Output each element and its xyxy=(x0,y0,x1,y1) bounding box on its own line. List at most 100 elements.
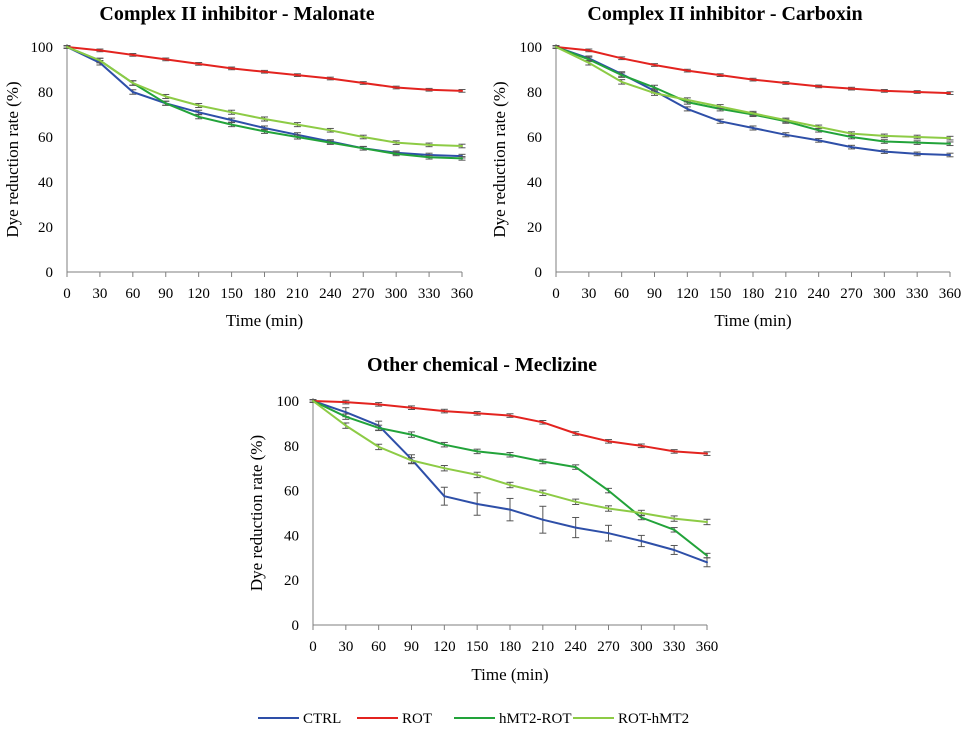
x-tick-label: 150 xyxy=(709,286,732,302)
data-point xyxy=(164,102,167,105)
x-tick-label: 360 xyxy=(939,286,962,302)
data-point xyxy=(410,459,413,462)
data-point xyxy=(686,107,689,110)
y-tick-label: 20 xyxy=(527,220,542,236)
data-point xyxy=(66,46,68,48)
series-line-ctrl xyxy=(555,46,951,156)
x-tick-label: 330 xyxy=(418,286,441,302)
data-point xyxy=(131,53,134,56)
data-point xyxy=(817,125,820,128)
x-tick-label: 60 xyxy=(125,286,140,302)
legend-label-rot-hmt2: ROT-hMT2 xyxy=(618,711,689,727)
x-tick-label: 360 xyxy=(451,286,474,302)
x-tick-label: 210 xyxy=(775,286,798,302)
data-point xyxy=(98,59,101,62)
x-tick-label: 30 xyxy=(338,639,353,655)
chart-title: Other chemical - Meclizine xyxy=(367,354,597,376)
data-point xyxy=(461,145,463,147)
x-tick-label: 150 xyxy=(220,286,243,302)
y-tick-label: 80 xyxy=(38,85,53,101)
data-point xyxy=(377,403,380,406)
data-point xyxy=(916,91,919,93)
x-axis-label: Time (min) xyxy=(714,311,791,330)
data-point xyxy=(587,58,590,61)
x-tick-label: 0 xyxy=(63,286,71,302)
x-tick-label: 300 xyxy=(873,286,896,302)
y-tick-label: 20 xyxy=(284,573,299,589)
data-point xyxy=(784,133,787,136)
x-tick-label: 270 xyxy=(352,286,375,302)
x-axis-label: Time (min) xyxy=(471,665,548,684)
series-rot-hmt2 xyxy=(63,45,466,149)
x-tick-label: 120 xyxy=(433,639,456,655)
series-ctrl xyxy=(63,45,466,159)
data-point xyxy=(817,129,820,132)
data-point xyxy=(197,115,200,118)
data-point xyxy=(555,46,557,48)
data-point xyxy=(719,105,722,108)
x-tick-label: 270 xyxy=(840,286,863,302)
y-tick-label: 40 xyxy=(38,175,53,191)
data-point xyxy=(509,484,511,486)
data-point xyxy=(428,156,431,159)
data-point xyxy=(461,89,463,92)
data-point xyxy=(541,460,544,463)
data-point xyxy=(640,516,643,519)
data-point xyxy=(410,433,413,436)
data-point xyxy=(230,123,233,126)
data-point xyxy=(329,129,332,132)
data-point xyxy=(640,444,643,447)
x-tick-label: 240 xyxy=(319,286,342,302)
data-point xyxy=(850,146,853,149)
data-point xyxy=(673,450,676,453)
data-point xyxy=(620,74,623,77)
data-point xyxy=(197,104,200,107)
data-point xyxy=(574,466,577,469)
data-point xyxy=(296,74,299,77)
data-point xyxy=(752,127,754,129)
data-point xyxy=(296,123,299,126)
x-tick-label: 240 xyxy=(807,286,830,302)
data-point xyxy=(706,554,708,557)
x-tick-label: 120 xyxy=(676,286,699,302)
series-line-rot-hmt2 xyxy=(555,46,951,140)
data-point xyxy=(410,406,413,409)
data-point xyxy=(784,82,787,84)
legend-label-ctrl: CTRL xyxy=(303,711,341,727)
x-tick-label: 270 xyxy=(597,639,620,655)
x-tick-label: 210 xyxy=(532,639,555,655)
data-point xyxy=(509,453,511,456)
data-point xyxy=(230,119,233,122)
y-tick-label: 80 xyxy=(527,85,542,101)
data-point xyxy=(197,62,200,65)
data-point xyxy=(344,401,347,404)
x-tick-label: 180 xyxy=(253,286,276,302)
series-line-hmt2-rot xyxy=(312,400,708,557)
y-tick-label: 100 xyxy=(520,40,543,56)
data-point xyxy=(395,141,398,144)
data-point xyxy=(883,89,886,92)
x-tick-label: 180 xyxy=(742,286,765,302)
data-point xyxy=(574,432,577,435)
y-tick-label: 60 xyxy=(527,130,542,146)
x-tick-label: 90 xyxy=(404,639,419,655)
data-point xyxy=(131,82,134,84)
data-point xyxy=(673,528,676,531)
data-point xyxy=(883,140,886,143)
data-point xyxy=(509,414,511,417)
data-point xyxy=(949,142,951,145)
series-rot xyxy=(309,399,711,456)
data-point xyxy=(817,139,820,142)
y-tick-label: 0 xyxy=(46,265,54,281)
data-point xyxy=(706,452,708,455)
x-tick-label: 300 xyxy=(385,286,408,302)
data-point xyxy=(461,157,463,160)
data-point xyxy=(263,127,266,129)
y-tick-label: 0 xyxy=(292,618,300,634)
data-point xyxy=(476,412,479,415)
chart-2: Complex II inhibitor - Carboxin 0 20 40 60 80… xyxy=(490,3,961,330)
data-point xyxy=(164,58,167,61)
y-tick-label: 60 xyxy=(284,484,299,500)
y-tick-label: 80 xyxy=(284,439,299,455)
series-ctrl xyxy=(552,45,954,158)
